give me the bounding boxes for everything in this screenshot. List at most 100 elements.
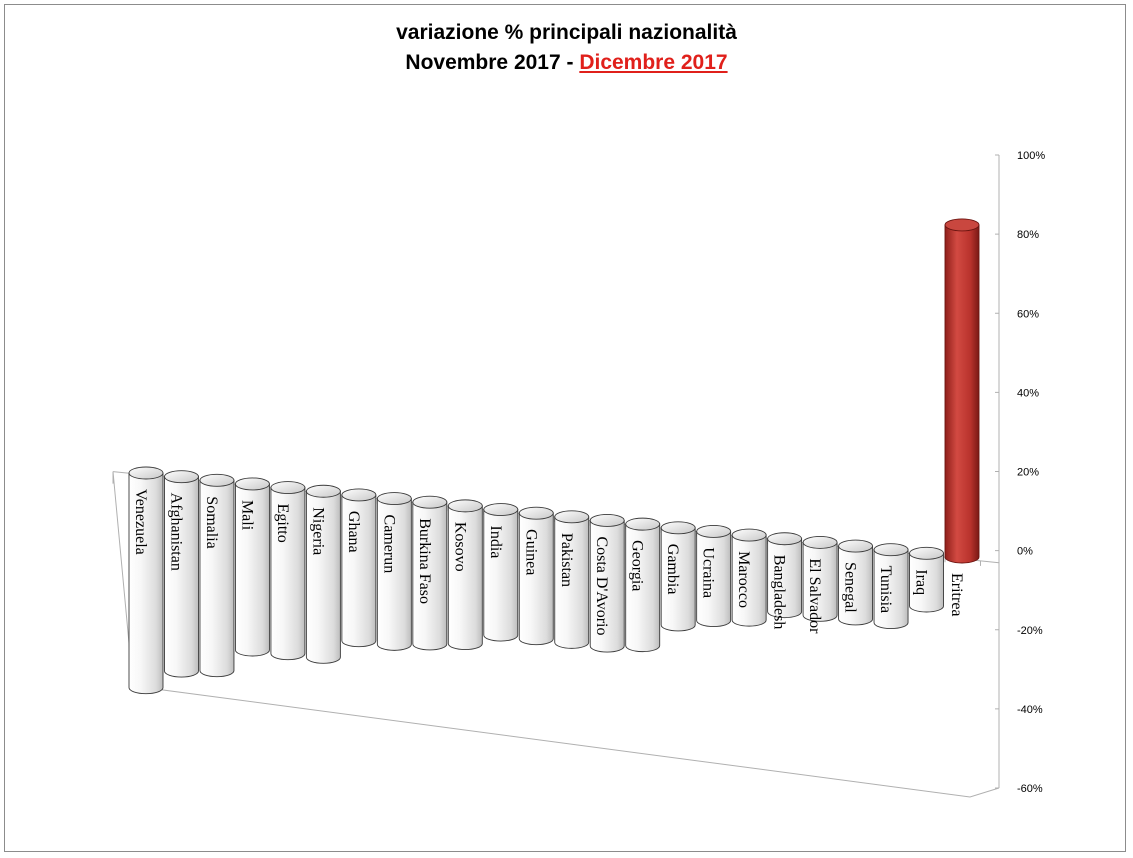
bar-body xyxy=(554,516,590,649)
value-axis-tick-label: -60% xyxy=(1017,783,1043,795)
category-label: El Salvador xyxy=(806,558,823,634)
bar-body xyxy=(625,523,661,653)
bar-top xyxy=(909,546,944,560)
category-label: India xyxy=(487,526,504,559)
bar-top xyxy=(873,543,909,557)
value-axis-tick-label: 20% xyxy=(1017,467,1039,479)
bar: Afghanistan xyxy=(164,470,199,678)
bar-top xyxy=(234,477,270,491)
bar-body xyxy=(838,545,874,626)
bar: Bangladesh xyxy=(767,532,803,629)
bar: Kosovo xyxy=(447,499,483,651)
bar: Eritrea xyxy=(944,218,980,617)
bar: Iraq xyxy=(909,546,944,613)
category-label: Venezuela xyxy=(132,489,149,555)
bar-body xyxy=(447,505,483,651)
category-label: Tunisia xyxy=(877,566,894,613)
category-label: Costa D'Avorio xyxy=(593,536,610,635)
bar: Venezuela xyxy=(128,466,164,695)
bar-top xyxy=(767,532,803,546)
bar-body xyxy=(412,501,448,651)
bar-top xyxy=(341,488,377,502)
bar-body xyxy=(802,541,838,622)
category-label: Marocco xyxy=(735,551,752,608)
bar-top xyxy=(944,218,980,232)
bar: Senegal xyxy=(838,539,874,626)
category-label: Iraq xyxy=(913,569,930,595)
bar-top xyxy=(483,503,519,516)
bar: Burkina Faso xyxy=(412,495,448,651)
bar-body xyxy=(518,512,554,646)
bar: Ucraina xyxy=(696,524,732,627)
value-axis-tick-label: -20% xyxy=(1017,625,1043,637)
category-label: Guinea xyxy=(522,529,539,575)
bar-body xyxy=(164,476,199,678)
category-label: Mali xyxy=(238,500,255,531)
category-label: Egitto xyxy=(274,504,291,543)
bar-body xyxy=(270,487,306,661)
bar-body xyxy=(128,472,164,695)
bar-top xyxy=(838,539,874,553)
bar-top xyxy=(376,492,412,506)
bar: India xyxy=(483,503,519,642)
bar-top xyxy=(518,506,554,520)
value-axis-tick-label: 40% xyxy=(1017,387,1039,399)
title-line-2: Novembre 2017 - Dicembre 2017 xyxy=(0,48,1133,78)
bar-top xyxy=(660,521,696,535)
category-label: Camerun xyxy=(380,515,397,574)
bar-top xyxy=(412,495,448,509)
axis-layer: 100% 80% 60% 40% 20% 0% -20% -40% -60% xyxy=(112,150,1045,798)
value-axis-tick-label: 100% xyxy=(1017,150,1045,162)
bar: El Salvador xyxy=(802,535,838,634)
bar-body xyxy=(483,509,519,642)
category-label: Senegal xyxy=(842,562,859,613)
bar-top xyxy=(802,535,838,549)
bar-top xyxy=(305,484,341,498)
category-label: Gambia xyxy=(664,544,681,595)
bar-body xyxy=(199,479,235,678)
bar-top xyxy=(270,481,306,495)
bar-top xyxy=(589,514,625,527)
bar: Ghana xyxy=(341,488,377,648)
value-axis-tick-label: 0% xyxy=(1017,546,1033,558)
value-axis-tick-label: 80% xyxy=(1017,229,1039,241)
bar: Pakistan xyxy=(554,510,590,649)
bar-top xyxy=(731,528,767,542)
bar-body xyxy=(305,490,341,664)
bar-top xyxy=(447,499,483,513)
bar: Somalia xyxy=(199,473,235,678)
value-axis-tick-label: -40% xyxy=(1017,704,1043,716)
title-period-end: Dicembre 2017 xyxy=(579,51,728,74)
bar-body xyxy=(696,530,732,627)
category-label: Afghanistan xyxy=(167,493,184,571)
bar-top xyxy=(199,473,235,487)
bar-top xyxy=(164,470,199,484)
floor-outline xyxy=(112,471,1000,798)
bar: Camerun xyxy=(376,492,412,651)
category-label: Burkina Faso xyxy=(416,518,433,604)
bar-top xyxy=(128,466,164,480)
bar-body xyxy=(731,534,767,627)
category-label: Eritrea xyxy=(948,573,965,617)
bar-body xyxy=(767,538,803,619)
bar-body xyxy=(944,224,980,564)
bar: Mali xyxy=(234,477,270,657)
bar-body xyxy=(873,549,909,630)
bar-body xyxy=(376,498,412,651)
bar: Tunisia xyxy=(873,543,909,630)
category-label: Kosovo xyxy=(451,522,468,572)
bar-body xyxy=(589,520,625,653)
bar-top xyxy=(696,524,732,538)
bars-layer: Venezuela Afghanistan Somalia Mali Egitto Nig… xyxy=(128,218,980,695)
bar: Marocco xyxy=(731,528,767,627)
bar-body xyxy=(909,552,944,613)
chart-title: variazione % principali nazionalità Nove… xyxy=(0,18,1133,78)
bar: Guinea xyxy=(518,506,554,646)
title-line-1: variazione % principali nazionalità xyxy=(396,21,737,44)
category-label: Georgia xyxy=(629,540,646,591)
category-label: Somalia xyxy=(203,496,220,548)
bar: Nigeria xyxy=(305,484,341,664)
bar: Costa D'Avorio xyxy=(589,514,625,653)
bar: Gambia xyxy=(660,521,696,632)
